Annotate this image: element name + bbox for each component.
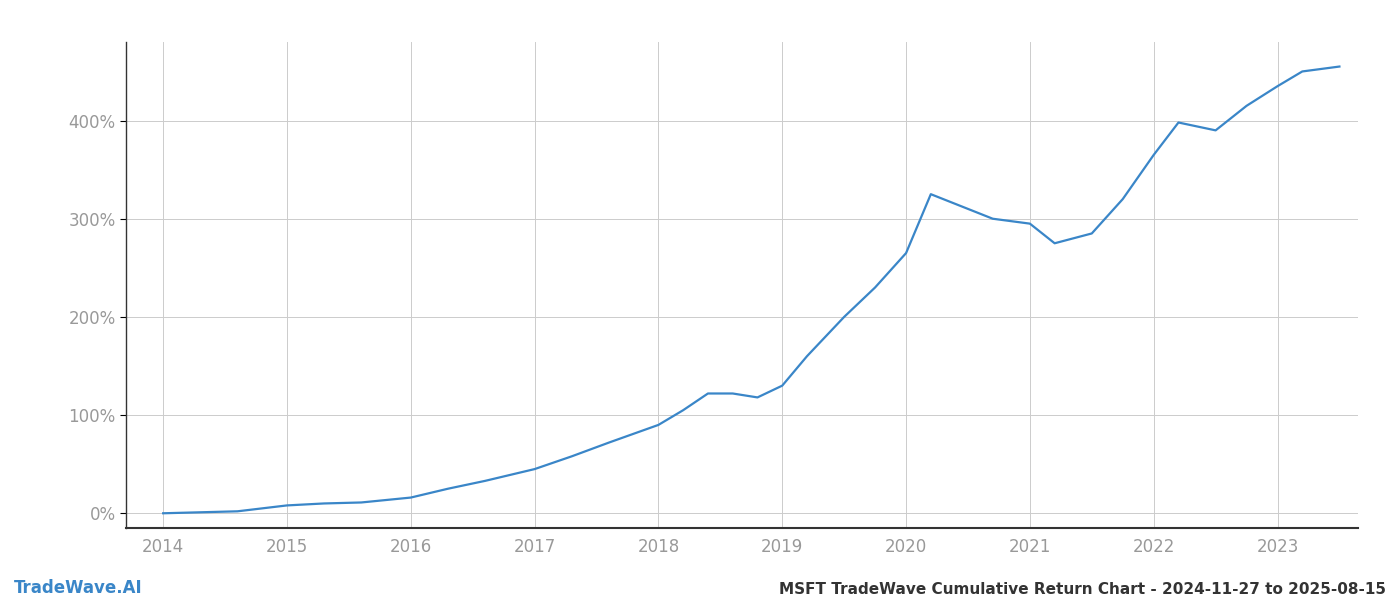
Text: MSFT TradeWave Cumulative Return Chart - 2024-11-27 to 2025-08-15: MSFT TradeWave Cumulative Return Chart -…: [778, 582, 1386, 597]
Text: TradeWave.AI: TradeWave.AI: [14, 579, 143, 597]
